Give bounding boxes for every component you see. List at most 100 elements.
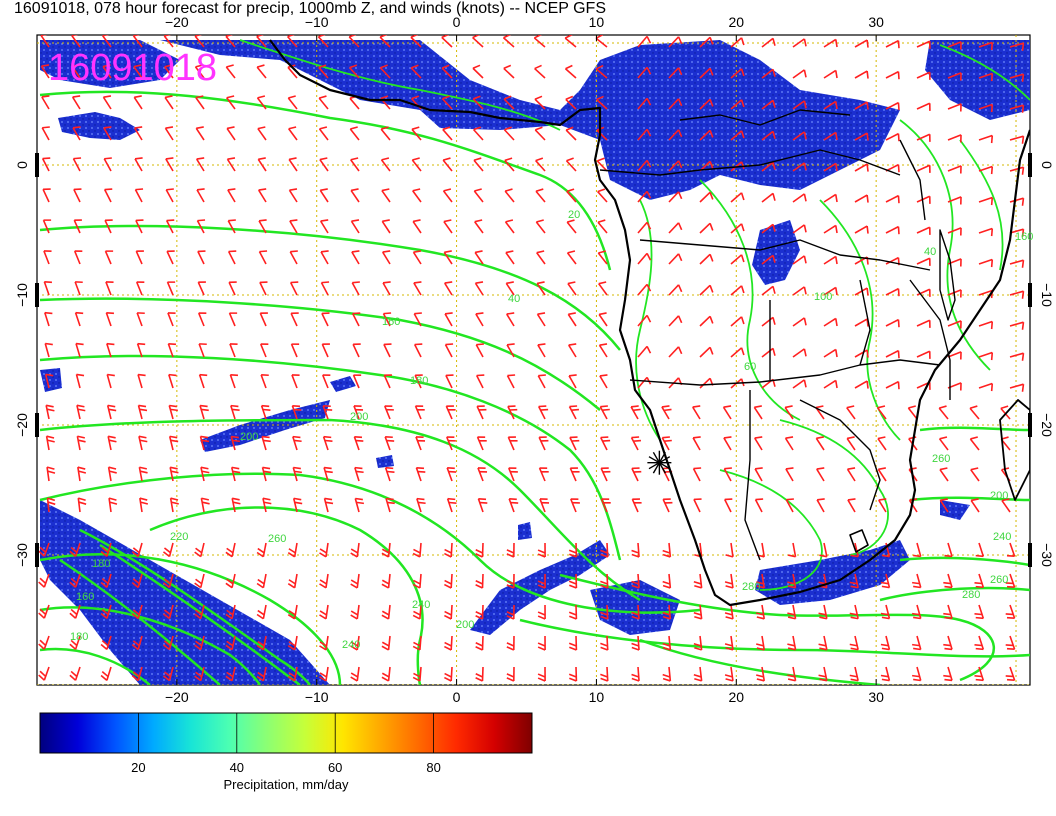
wind-barb: [787, 573, 797, 589]
wind-barb: [974, 635, 985, 651]
wind-barb: [504, 219, 515, 234]
wind-barb: [724, 498, 733, 513]
wind-barb: [854, 39, 869, 48]
wind-barb: [194, 64, 205, 79]
wind-barb: [878, 498, 887, 513]
wind-barb: [974, 604, 985, 620]
wind-barb: [916, 195, 931, 204]
wind-barb: [350, 666, 360, 682]
wind-barb: [292, 497, 303, 513]
wind-barb: [74, 311, 84, 327]
wind-barb: [441, 35, 453, 48]
contour-line: [909, 496, 1030, 502]
wind-barb: [225, 35, 236, 48]
wind-barb: [978, 227, 994, 237]
wind-barb: [943, 666, 953, 682]
contour-value-label: 200: [456, 619, 474, 631]
wind-barb: [38, 666, 50, 681]
contour-line: [899, 119, 991, 371]
wind-barb: [761, 68, 776, 79]
wind-barb: [381, 635, 391, 651]
wind-barb: [568, 374, 577, 389]
wind-barb: [412, 573, 422, 589]
wind-barb: [194, 35, 205, 48]
contour-line: [899, 556, 1030, 567]
wind-barb: [444, 573, 453, 589]
contour-value-label: 20: [568, 209, 580, 221]
contour-line: [79, 528, 311, 685]
wind-barb: [537, 405, 549, 420]
wind-barb: [318, 64, 329, 79]
wind-barb: [699, 222, 714, 234]
contour-line: [39, 354, 622, 561]
wind-barb: [912, 604, 922, 620]
contour-value-label: 100: [814, 291, 832, 303]
contour-value-label: 260: [990, 574, 1008, 586]
lat-lon-grid: [37, 35, 1030, 685]
wind-barb: [792, 162, 807, 172]
wind-barb: [506, 666, 515, 682]
wind-barb: [916, 40, 931, 49]
lon-tick-label-top: 30: [868, 14, 884, 30]
wind-barb: [381, 604, 391, 620]
border-line: [629, 359, 941, 386]
wind-barb: [792, 38, 807, 48]
coastline-west-africa: [269, 39, 1030, 607]
contour-value-label: 280: [962, 589, 980, 601]
wind-barb: [596, 157, 608, 172]
wind-barb: [668, 222, 683, 234]
wind-barb: [668, 284, 683, 296]
wind-barb: [885, 380, 900, 390]
wind-barb: [597, 188, 608, 203]
wind-barb: [134, 157, 143, 172]
wind-barb: [412, 188, 422, 203]
wind-barb: [131, 604, 143, 620]
wind-barb: [818, 635, 828, 651]
contour-value-label: 60: [744, 361, 756, 373]
wind-barb: [784, 405, 794, 420]
contour-line: [959, 139, 1004, 271]
wind-barb: [72, 157, 82, 172]
wind-barb: [446, 467, 457, 482]
wind-barb: [350, 188, 360, 203]
wind-barb: [414, 374, 423, 389]
wind-barb: [351, 281, 360, 296]
wind-barb: [916, 71, 931, 80]
wind-barb: [162, 666, 174, 682]
wind-barb: [880, 573, 891, 589]
wind-barb: [823, 162, 838, 172]
wind-barb: [754, 436, 763, 451]
wind-barb: [411, 157, 422, 172]
wind-barb: [565, 126, 577, 141]
contour-line: [699, 179, 801, 421]
contour-value-label: 240: [993, 531, 1011, 543]
wind-barb: [637, 252, 652, 265]
wind-barb: [506, 604, 515, 620]
wind-barb: [69, 573, 81, 588]
wind-barb: [823, 317, 838, 327]
wind-barb: [380, 157, 391, 172]
wind-barb: [413, 343, 423, 358]
wind-barb: [818, 666, 828, 682]
precip-area-south-atlantic-east: [590, 580, 680, 635]
wind-barb: [974, 666, 985, 682]
lon-tick-label-bottom: −20: [165, 689, 189, 705]
wind-barbs: [38, 35, 1025, 682]
wind-barb: [637, 283, 652, 296]
wind-barb: [475, 573, 484, 589]
lon-tick-label-top: −20: [165, 14, 189, 30]
wind-barb: [103, 126, 112, 141]
contour-line: [39, 472, 701, 614]
wind-barb: [662, 498, 673, 513]
contour-line: [819, 199, 901, 441]
wind-barb: [854, 163, 869, 172]
wind-barb: [730, 68, 745, 79]
contour-line: [39, 418, 641, 602]
wind-barb: [877, 436, 887, 451]
wind-barb: [730, 130, 745, 141]
wind-barb: [321, 312, 330, 327]
wind-barb: [133, 64, 143, 79]
wind-barb: [200, 466, 210, 482]
wind-barb: [849, 666, 859, 682]
wind-barb: [131, 573, 143, 589]
